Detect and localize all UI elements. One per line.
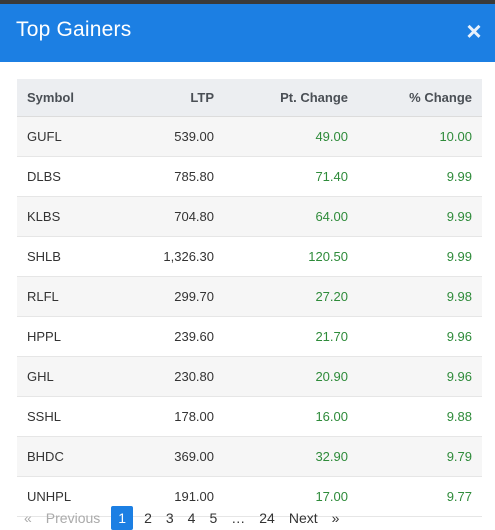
table-row[interactable]: RLFL 299.70 27.20 9.98: [17, 277, 482, 317]
dialog-title: Top Gainers: [16, 18, 132, 41]
pagination: « Previous 1 2 3 4 5 … 24 Next »: [17, 506, 346, 530]
table-row[interactable]: GUFL 539.00 49.00 10.00: [17, 117, 482, 157]
pct-change-cell: 9.99: [446, 169, 472, 184]
pct-change-cell: 9.98: [446, 289, 472, 304]
pct-change-cell: 9.88: [446, 409, 472, 424]
page-24-button[interactable]: 24: [259, 510, 275, 526]
pagination-ellipsis: …: [231, 510, 246, 526]
close-icon[interactable]: ×: [466, 16, 482, 46]
pt-change-cell: 16.00: [315, 409, 348, 424]
pct-change-cell: 9.99: [446, 249, 472, 264]
pt-change-cell: 120.50: [308, 249, 348, 264]
next-arrow[interactable]: »: [331, 510, 340, 526]
page-5-button[interactable]: 5: [209, 510, 218, 526]
table-row[interactable]: GHL 230.80 20.90 9.96: [17, 357, 482, 397]
symbol-cell: GUFL: [27, 129, 62, 144]
header-pt-change[interactable]: Pt. Change: [280, 90, 348, 105]
ltp-cell: 1,326.30: [163, 249, 214, 264]
ltp-cell: 178.00: [174, 409, 214, 424]
table-row[interactable]: SSHL 178.00 16.00 9.88: [17, 397, 482, 437]
pct-change-cell: 9.96: [446, 329, 472, 344]
table-row[interactable]: BHDC 369.00 32.90 9.79: [17, 437, 482, 477]
table-row[interactable]: HPPL 239.60 21.70 9.96: [17, 317, 482, 357]
header-pct-change[interactable]: % Change: [409, 90, 472, 105]
pt-change-cell: 21.70: [315, 329, 348, 344]
page-2-button[interactable]: 2: [144, 510, 152, 526]
background-strip: [0, 0, 495, 4]
symbol-cell: GHL: [27, 369, 54, 384]
pt-change-cell: 49.00: [315, 129, 348, 144]
pt-change-cell: 32.90: [315, 449, 348, 464]
pct-change-cell: 9.96: [446, 369, 472, 384]
pt-change-cell: 64.00: [315, 209, 348, 224]
symbol-cell: SSHL: [27, 409, 61, 424]
page-1-button[interactable]: 1: [111, 506, 134, 530]
ltp-cell: 230.80: [174, 369, 214, 384]
symbol-cell: HPPL: [27, 329, 61, 344]
symbol-cell: SHLB: [27, 249, 61, 264]
top-gainers-table: Symbol LTP Pt. Change % Change GUFL 539.0…: [17, 79, 482, 517]
ltp-cell: 299.70: [174, 289, 214, 304]
pct-change-cell: 9.99: [446, 209, 472, 224]
page-4-button[interactable]: 4: [187, 510, 196, 526]
header-symbol[interactable]: Symbol: [27, 90, 74, 105]
pt-change-cell: 20.90: [315, 369, 348, 384]
table-row[interactable]: SHLB 1,326.30 120.50 9.99: [17, 237, 482, 277]
table-row[interactable]: UNHPL 191.00 17.00 9.77: [17, 477, 482, 517]
ltp-cell: 785.80: [174, 169, 214, 184]
ltp-cell: 704.80: [174, 209, 214, 224]
pt-change-cell: 27.20: [315, 289, 348, 304]
pt-change-cell: 17.00: [315, 489, 348, 504]
pct-change-cell: 9.77: [446, 489, 472, 504]
next-button[interactable]: Next: [288, 510, 318, 526]
symbol-cell: KLBS: [27, 209, 61, 224]
ltp-cell: 239.60: [174, 329, 214, 344]
ltp-cell: 539.00: [174, 129, 214, 144]
symbol-cell: UNHPL: [27, 489, 72, 504]
previous-button: Previous: [45, 510, 101, 526]
pct-change-cell: 10.00: [439, 129, 472, 144]
pt-change-cell: 71.40: [315, 169, 348, 184]
table-row[interactable]: DLBS 785.80 71.40 9.99: [17, 157, 482, 197]
table-row[interactable]: KLBS 704.80 64.00 9.99: [17, 197, 482, 237]
symbol-cell: RLFL: [27, 289, 59, 304]
pct-change-cell: 9.79: [446, 449, 472, 464]
ltp-cell: 191.00: [174, 489, 214, 504]
symbol-cell: DLBS: [27, 169, 61, 184]
previous-arrow: «: [24, 510, 32, 526]
header-ltp[interactable]: LTP: [190, 90, 214, 105]
ltp-cell: 369.00: [174, 449, 214, 464]
table-header-row: Symbol LTP Pt. Change % Change: [17, 79, 482, 117]
page-3-button[interactable]: 3: [165, 510, 174, 526]
dialog-header: Top Gainers ×: [0, 4, 495, 62]
symbol-cell: BHDC: [27, 449, 64, 464]
